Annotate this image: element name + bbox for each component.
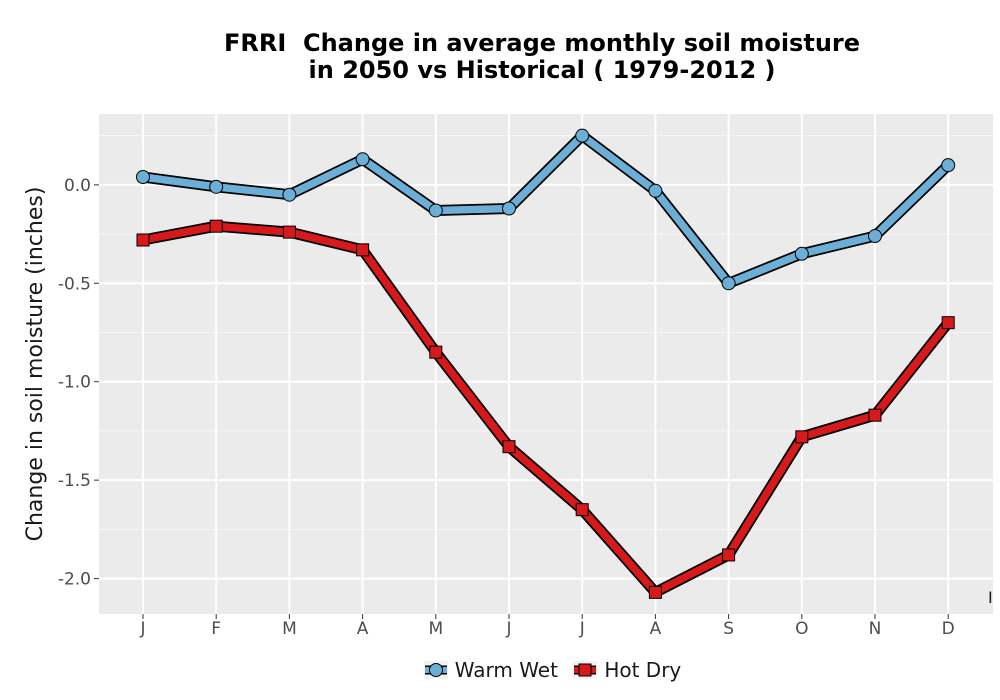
data-point-hot-dry: [575, 503, 589, 517]
corner-mark: I: [988, 588, 993, 607]
data-point-warm-wet: [575, 128, 590, 143]
data-point-warm-wet: [136, 169, 150, 184]
data-point-hot-dry: [209, 219, 223, 233]
y-tick-label: -0.5: [58, 274, 91, 294]
x-tick-label: F: [211, 619, 221, 639]
data-point-hot-dry: [941, 316, 955, 330]
legend: Warm Wet Hot Dry: [0, 658, 1000, 685]
legend-key-hot-dry: [573, 661, 598, 679]
y-axis-label: Change in soil moisture (inches): [23, 187, 48, 542]
data-point-hot-dry: [648, 585, 662, 599]
data-point-warm-wet: [941, 158, 956, 173]
data-point-warm-wet: [428, 203, 443, 218]
chart-title: FRRI Change in average monthly soil mois…: [0, 30, 1000, 84]
series-hot-dry: [136, 219, 955, 599]
data-point-hot-dry: [136, 233, 150, 247]
data-point-warm-wet: [648, 183, 663, 198]
y-tick-label: 0.0: [64, 176, 91, 196]
y-tick-label: -1.5: [58, 471, 91, 491]
chart-title-line-1: FRRI Change in average monthly soil mois…: [223, 29, 861, 57]
chart-title-line-2: in 2050 vs Historical ( 1979-2012 ): [308, 56, 776, 84]
data-point-warm-wet: [794, 246, 809, 261]
x-tick-label: A: [650, 619, 662, 639]
legend-label-warm-wet: Warm Wet: [454, 658, 558, 682]
x-tick-label: D: [942, 619, 955, 639]
series-warm-wet: [136, 128, 956, 291]
y-tick-label: -1.0: [58, 373, 91, 393]
series-line-hot-dry: [139, 222, 952, 597]
plot-panel: [99, 114, 993, 614]
data-point-hot-dry: [795, 430, 809, 444]
data-point-warm-wet: [209, 179, 224, 194]
data-point-warm-wet: [721, 276, 736, 291]
data-point-warm-wet: [502, 201, 516, 216]
series-layer: [136, 128, 956, 599]
legend-label-hot-dry: Hot Dry: [604, 658, 682, 682]
x-tick-label: A: [357, 619, 369, 639]
line-chart: 0.0 -0.5 -1.0 -1.5 -2.0 J F M A M J J A S O N D Change …: [23, 114, 993, 639]
data-point-hot-dry: [868, 408, 882, 422]
x-tick-label: O: [795, 619, 808, 639]
data-point-hot-dry: [502, 440, 516, 454]
data-point-hot-dry: [429, 345, 443, 359]
x-tick-label: J: [139, 619, 145, 639]
y-tick-label: -2.0: [58, 570, 91, 590]
x-tick-label: J: [505, 619, 511, 639]
data-point-warm-wet: [355, 152, 370, 167]
series-line-warm-wet: [139, 131, 952, 288]
x-tick-label: M: [282, 619, 297, 639]
data-point-hot-dry: [282, 225, 296, 239]
x-tick-label: S: [723, 619, 734, 639]
x-tick-label: M: [428, 619, 443, 639]
y-axis: 0.0 -0.5 -1.0 -1.5 -2.0: [58, 176, 99, 590]
x-tick-label: J: [579, 619, 585, 639]
legend-item-hot-dry: Hot Dry: [572, 658, 681, 682]
legend-item-warm-wet: Warm Wet: [423, 658, 558, 682]
data-point-warm-wet: [868, 229, 882, 244]
x-tick-label: N: [869, 619, 882, 639]
data-point-warm-wet: [282, 187, 297, 202]
data-point-hot-dry: [356, 243, 370, 257]
legend-key-warm-wet: [423, 661, 448, 679]
data-point-hot-dry: [722, 548, 736, 562]
